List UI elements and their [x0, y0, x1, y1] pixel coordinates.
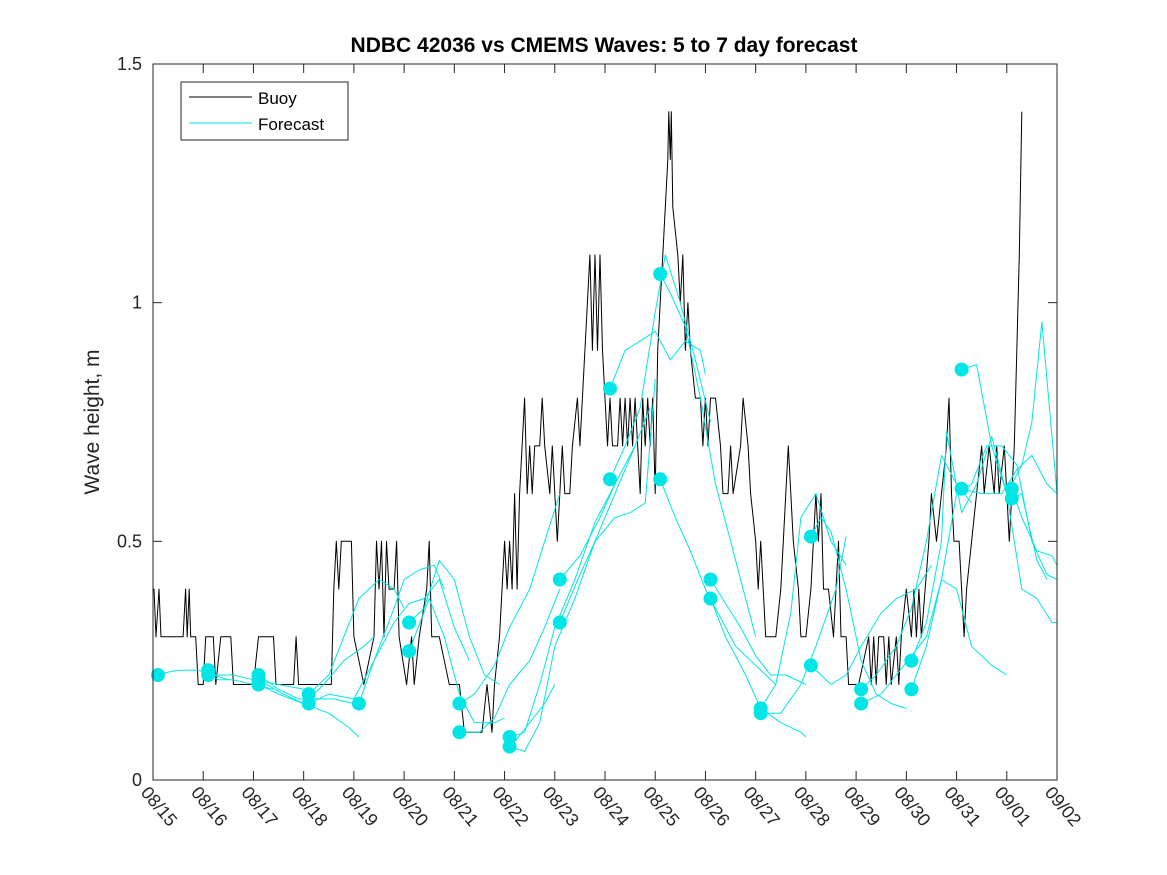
forecast-line	[860, 454, 972, 690]
forecast-line	[408, 559, 500, 685]
forecast-marker	[854, 682, 869, 697]
forecast-marker	[603, 381, 617, 396]
forecast-line	[258, 636, 375, 705]
forecast-marker	[251, 672, 266, 687]
forecast-line	[514, 684, 556, 743]
y-tick-label: 0.5	[117, 531, 142, 551]
forecast-marker	[1004, 491, 1019, 506]
forecast-line	[559, 378, 656, 623]
forecast-marker	[603, 472, 617, 487]
forecast-marker	[904, 682, 919, 697]
forecast-marker	[201, 668, 216, 682]
forecast-marker	[351, 696, 366, 711]
forecast-marker	[703, 591, 718, 606]
forecast-line	[760, 493, 847, 709]
forecast-line	[258, 684, 360, 738]
forecast-line	[910, 445, 1058, 690]
forecast-marker	[753, 706, 768, 721]
forecast-marker	[954, 481, 969, 496]
forecast-line	[408, 598, 505, 724]
forecast-marker	[552, 572, 567, 587]
forecast-line	[961, 454, 1058, 495]
chart-title: NDBC 42036 vs CMEMS Waves: 5 to 7 day fo…	[351, 34, 858, 57]
forecast-marker	[452, 725, 467, 740]
plot-area	[153, 64, 1057, 780]
forecast-line	[710, 579, 807, 685]
forecast-marker	[653, 472, 668, 487]
forecast-marker	[703, 572, 718, 587]
forecast-marker	[402, 615, 417, 630]
forecast-line	[459, 588, 561, 733]
forecast-line	[559, 407, 651, 580]
y-tick-label: 0	[132, 770, 142, 790]
forecast-marker	[803, 658, 818, 673]
forecast-line	[910, 431, 1057, 661]
forecast-line	[810, 564, 932, 685]
forecast-marker	[653, 267, 668, 281]
legend-label-forecast: Forecast	[258, 115, 324, 134]
forecast-line	[459, 493, 561, 705]
forecast-line	[308, 564, 445, 705]
forecast-marker	[904, 653, 919, 668]
forecast-line	[152, 669, 229, 681]
forecast-line	[1011, 488, 1058, 566]
y-tick-label: 1	[132, 293, 142, 313]
axis-ticks	[152, 63, 1058, 781]
forecast-marker	[402, 644, 417, 659]
forecast-marker	[803, 529, 818, 544]
forecast-marker	[854, 696, 869, 711]
forecast-marker	[502, 739, 517, 754]
forecast-marker	[954, 362, 969, 377]
forecast-line	[961, 321, 1058, 495]
forecast-line	[609, 330, 706, 389]
forecast-line	[358, 579, 470, 704]
buoy-series	[153, 111, 1023, 733]
forecast-line	[308, 579, 405, 695]
forecast-line	[609, 254, 711, 480]
y-tick-label: 1.5	[117, 54, 142, 74]
buoy-line	[153, 111, 1023, 733]
legend-label-buoy: Buoy	[258, 89, 297, 108]
forecast-line	[659, 273, 757, 637]
forecast-marker	[151, 668, 165, 682]
legend-box	[180, 81, 349, 141]
forecast-marker	[452, 696, 467, 711]
forecast-marker	[301, 696, 316, 711]
y-tick-labels: 0 0.5 1 1.5	[117, 54, 142, 790]
y-axis-label: Wave height, m	[81, 349, 104, 494]
forecast-markers	[151, 267, 1019, 754]
legend: Buoy Forecast	[180, 81, 349, 141]
forecast-line	[860, 579, 1008, 705]
forecast-marker	[552, 615, 567, 630]
forecast-line	[810, 517, 907, 709]
